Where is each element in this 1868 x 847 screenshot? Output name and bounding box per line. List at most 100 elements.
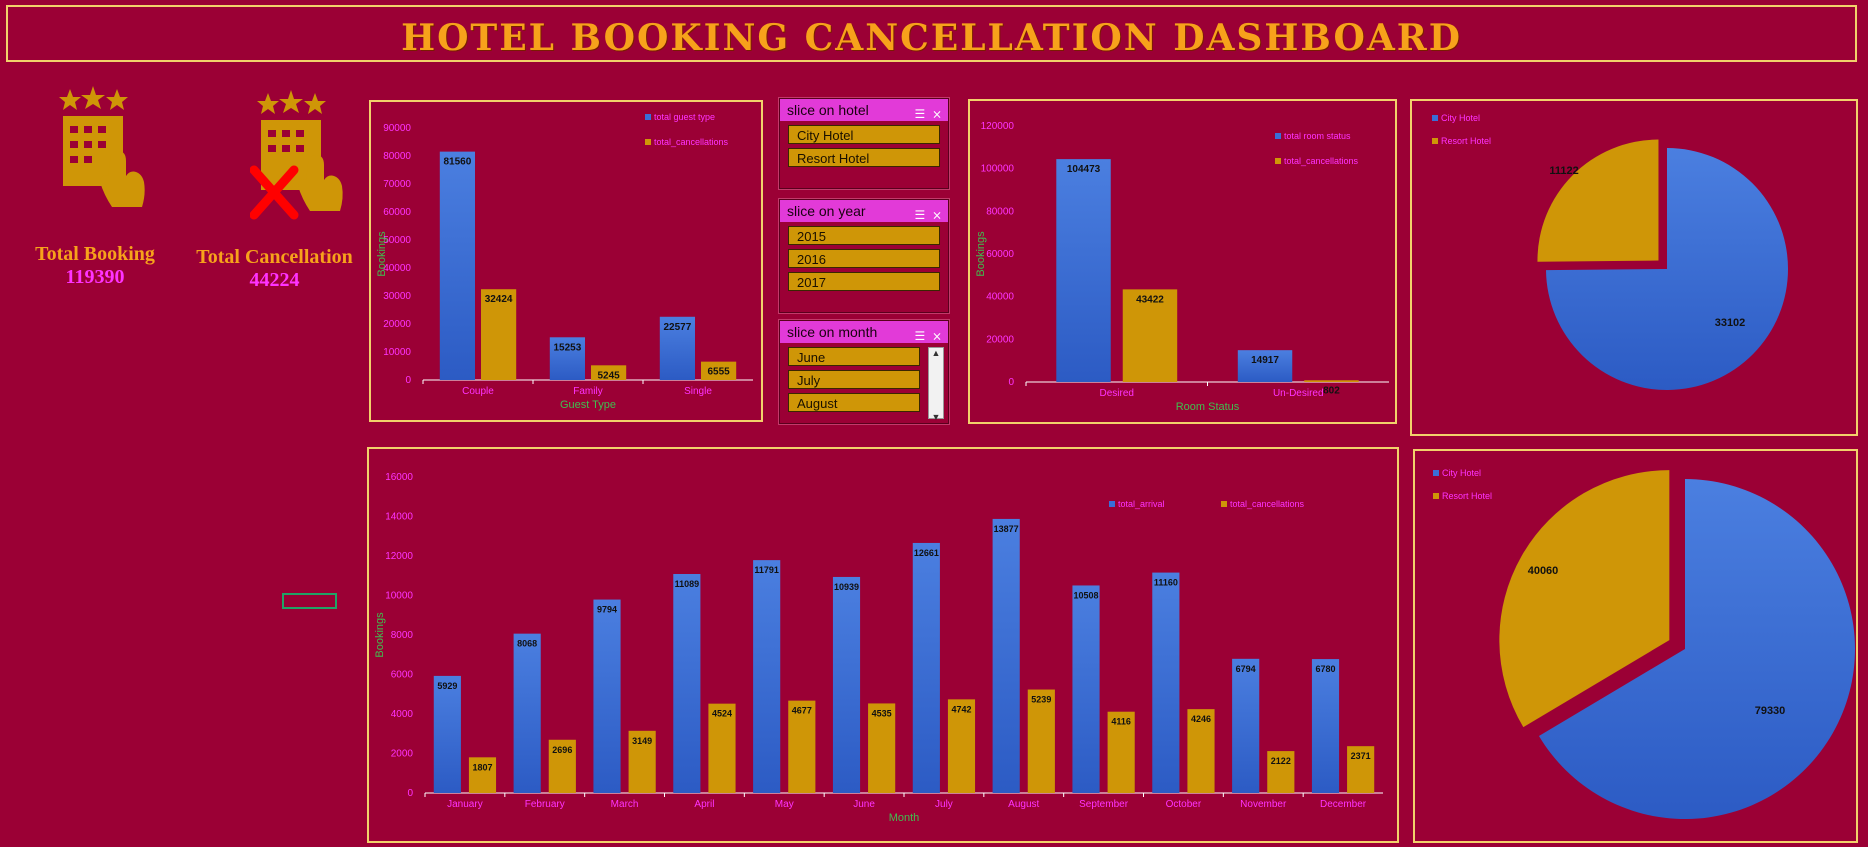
year-slicer-item[interactable]: 2017 bbox=[788, 272, 940, 291]
bar-cancellations bbox=[701, 361, 737, 380]
pie-slice-resort-hotel bbox=[1499, 470, 1670, 728]
month-slicer-scrollbar[interactable]: ▲ ▼ bbox=[928, 347, 944, 422]
hotel-slicer-item[interactable]: City Hotel bbox=[788, 125, 940, 144]
y-tick-label: 60000 bbox=[986, 249, 1014, 260]
y-tick-label: 4000 bbox=[391, 709, 414, 720]
kpi-total-booking: Total Booking 119390 bbox=[10, 243, 180, 289]
y-tick-label: 120000 bbox=[981, 121, 1015, 132]
hotel-booking-pie: 79330 City Hotel 40060 Resort Hotel bbox=[1433, 468, 1855, 819]
data-label: 11089 bbox=[675, 579, 700, 589]
y-tick-label: 2000 bbox=[391, 749, 414, 760]
data-label: 10508 bbox=[1073, 590, 1098, 600]
title-bar: HOTEL BOOKING CANCELLATION DASHBOARD bbox=[6, 5, 1857, 62]
y-axis-title: Bookings bbox=[374, 612, 386, 658]
data-label: 6780 bbox=[1315, 664, 1335, 674]
data-label: 33102 bbox=[1715, 317, 1746, 329]
data-label: 6555 bbox=[707, 367, 730, 378]
clear-filter-icon[interactable]: ⨯ bbox=[931, 107, 942, 121]
data-label: 4677 bbox=[792, 706, 812, 716]
active-cell-cursor[interactable] bbox=[282, 593, 337, 609]
x-axis-title: Guest Type bbox=[560, 399, 616, 411]
data-label: 12661 bbox=[914, 548, 939, 558]
month-slicer[interactable]: slice on month ☰ ⨯ June July August ▲ ▼ bbox=[779, 320, 949, 424]
year-slicer[interactable]: slice on year ☰ ⨯ 2015 2016 2017 bbox=[779, 199, 949, 313]
legend-swatch bbox=[1221, 501, 1227, 507]
clear-filter-icon[interactable]: ⨯ bbox=[931, 208, 942, 222]
data-label: 81560 bbox=[443, 157, 471, 168]
bar-total bbox=[549, 337, 585, 380]
legend-swatch bbox=[1433, 493, 1439, 499]
legend-label: City Hotel bbox=[1442, 468, 1481, 478]
multi-select-icon[interactable]: ☰ bbox=[914, 107, 926, 121]
data-label: 5239 bbox=[1031, 695, 1051, 705]
y-tick-label: 60000 bbox=[383, 207, 411, 218]
y-tick-label: 30000 bbox=[383, 291, 411, 302]
y-tick-label: 0 bbox=[407, 788, 413, 799]
kpi-booking-label: Total Booking bbox=[35, 243, 155, 265]
multi-select-icon[interactable]: ☰ bbox=[914, 208, 926, 222]
x-tick-label: March bbox=[611, 799, 639, 810]
hotel-booking-icon bbox=[59, 86, 145, 207]
bar-cancellations bbox=[868, 703, 896, 793]
data-label: 11122 bbox=[1549, 165, 1578, 177]
legend-swatch bbox=[1275, 133, 1281, 139]
year-slicer-title: slice on year bbox=[787, 203, 866, 219]
bar-total bbox=[673, 573, 701, 793]
x-tick-label: May bbox=[775, 799, 794, 810]
bar-cancellations bbox=[548, 739, 576, 793]
year-slicer-item[interactable]: 2016 bbox=[788, 249, 940, 268]
x-tick-label: December bbox=[1320, 799, 1367, 810]
bar-total bbox=[659, 316, 695, 380]
dashboard-title: HOTEL BOOKING CANCELLATION DASHBOARD bbox=[401, 17, 1462, 59]
y-tick-label: 100000 bbox=[981, 164, 1015, 175]
hotel-slicer-title: slice on hotel bbox=[787, 102, 869, 118]
legend-label: total_arrival bbox=[1118, 499, 1165, 509]
legend-swatch bbox=[1109, 501, 1115, 507]
x-tick-label: Un-Desired bbox=[1273, 388, 1324, 399]
hotel-cancellation-pie: 33102 City Hotel 11122 Resort Hotel bbox=[1432, 113, 1788, 390]
scroll-up-icon[interactable]: ▲ bbox=[931, 348, 941, 358]
y-tick-label: 50000 bbox=[383, 235, 411, 246]
legend-label: total room status bbox=[1284, 131, 1351, 141]
legend-swatch bbox=[645, 114, 651, 120]
pie-slice-resort-hotel bbox=[1537, 139, 1659, 262]
data-label: 2122 bbox=[1271, 756, 1291, 766]
guest-type-chart-panel: 0 10000 20000 30000 40000 50000 60000 70000 8000… bbox=[369, 100, 763, 422]
x-tick-label: January bbox=[447, 799, 483, 810]
data-label: 8068 bbox=[517, 639, 537, 649]
y-tick-label: 20000 bbox=[383, 319, 411, 330]
monthly-chart-panel: 0 2000 4000 6000 8000 10000 12000 14000 16000 Jan… bbox=[367, 447, 1399, 843]
bar-cancellations bbox=[708, 703, 736, 793]
clear-filter-icon[interactable]: ⨯ bbox=[931, 329, 942, 343]
legend-label: total_cancellations bbox=[1284, 156, 1359, 166]
month-slicer-item[interactable]: August bbox=[788, 393, 920, 412]
legend-label: total guest type bbox=[654, 112, 715, 122]
bar-total bbox=[1056, 159, 1111, 382]
x-axis-title: Room Status bbox=[1176, 401, 1240, 413]
data-label: 802 bbox=[1323, 385, 1340, 396]
guest-type-chart: 0 10000 20000 30000 40000 50000 60000 70000 8000… bbox=[376, 112, 753, 411]
data-label: 40060 bbox=[1528, 565, 1559, 577]
bar-cancellations bbox=[591, 365, 627, 380]
month-slicer-item[interactable]: June bbox=[788, 347, 920, 366]
hotel-slicer-item[interactable]: Resort Hotel bbox=[788, 148, 940, 167]
kpi-booking-value: 119390 bbox=[65, 266, 125, 288]
data-label: 11791 bbox=[754, 565, 779, 575]
x-tick-label: Family bbox=[573, 386, 602, 397]
month-slicer-item[interactable]: July bbox=[788, 370, 920, 389]
multi-select-icon[interactable]: ☰ bbox=[914, 329, 926, 343]
bar-total bbox=[513, 633, 541, 793]
scroll-down-icon[interactable]: ▼ bbox=[931, 412, 941, 422]
data-label: 4535 bbox=[872, 708, 892, 718]
monthly-bookings-chart: 0 2000 4000 6000 8000 10000 12000 14000 16000 Jan… bbox=[374, 472, 1383, 824]
bar-cancellations bbox=[628, 730, 656, 793]
data-label: 4246 bbox=[1191, 714, 1211, 724]
hotel-slicer[interactable]: slice on hotel ☰ ⨯ City Hotel Resort Hot… bbox=[779, 98, 949, 189]
year-slicer-item[interactable]: 2015 bbox=[788, 226, 940, 245]
bar-cancellations bbox=[1122, 289, 1178, 382]
legend-label: Resort Hotel bbox=[1442, 491, 1492, 501]
y-tick-label: 80000 bbox=[986, 206, 1014, 217]
bar-total bbox=[1232, 658, 1260, 793]
y-tick-label: 16000 bbox=[385, 472, 413, 483]
bar-total bbox=[1152, 572, 1180, 793]
